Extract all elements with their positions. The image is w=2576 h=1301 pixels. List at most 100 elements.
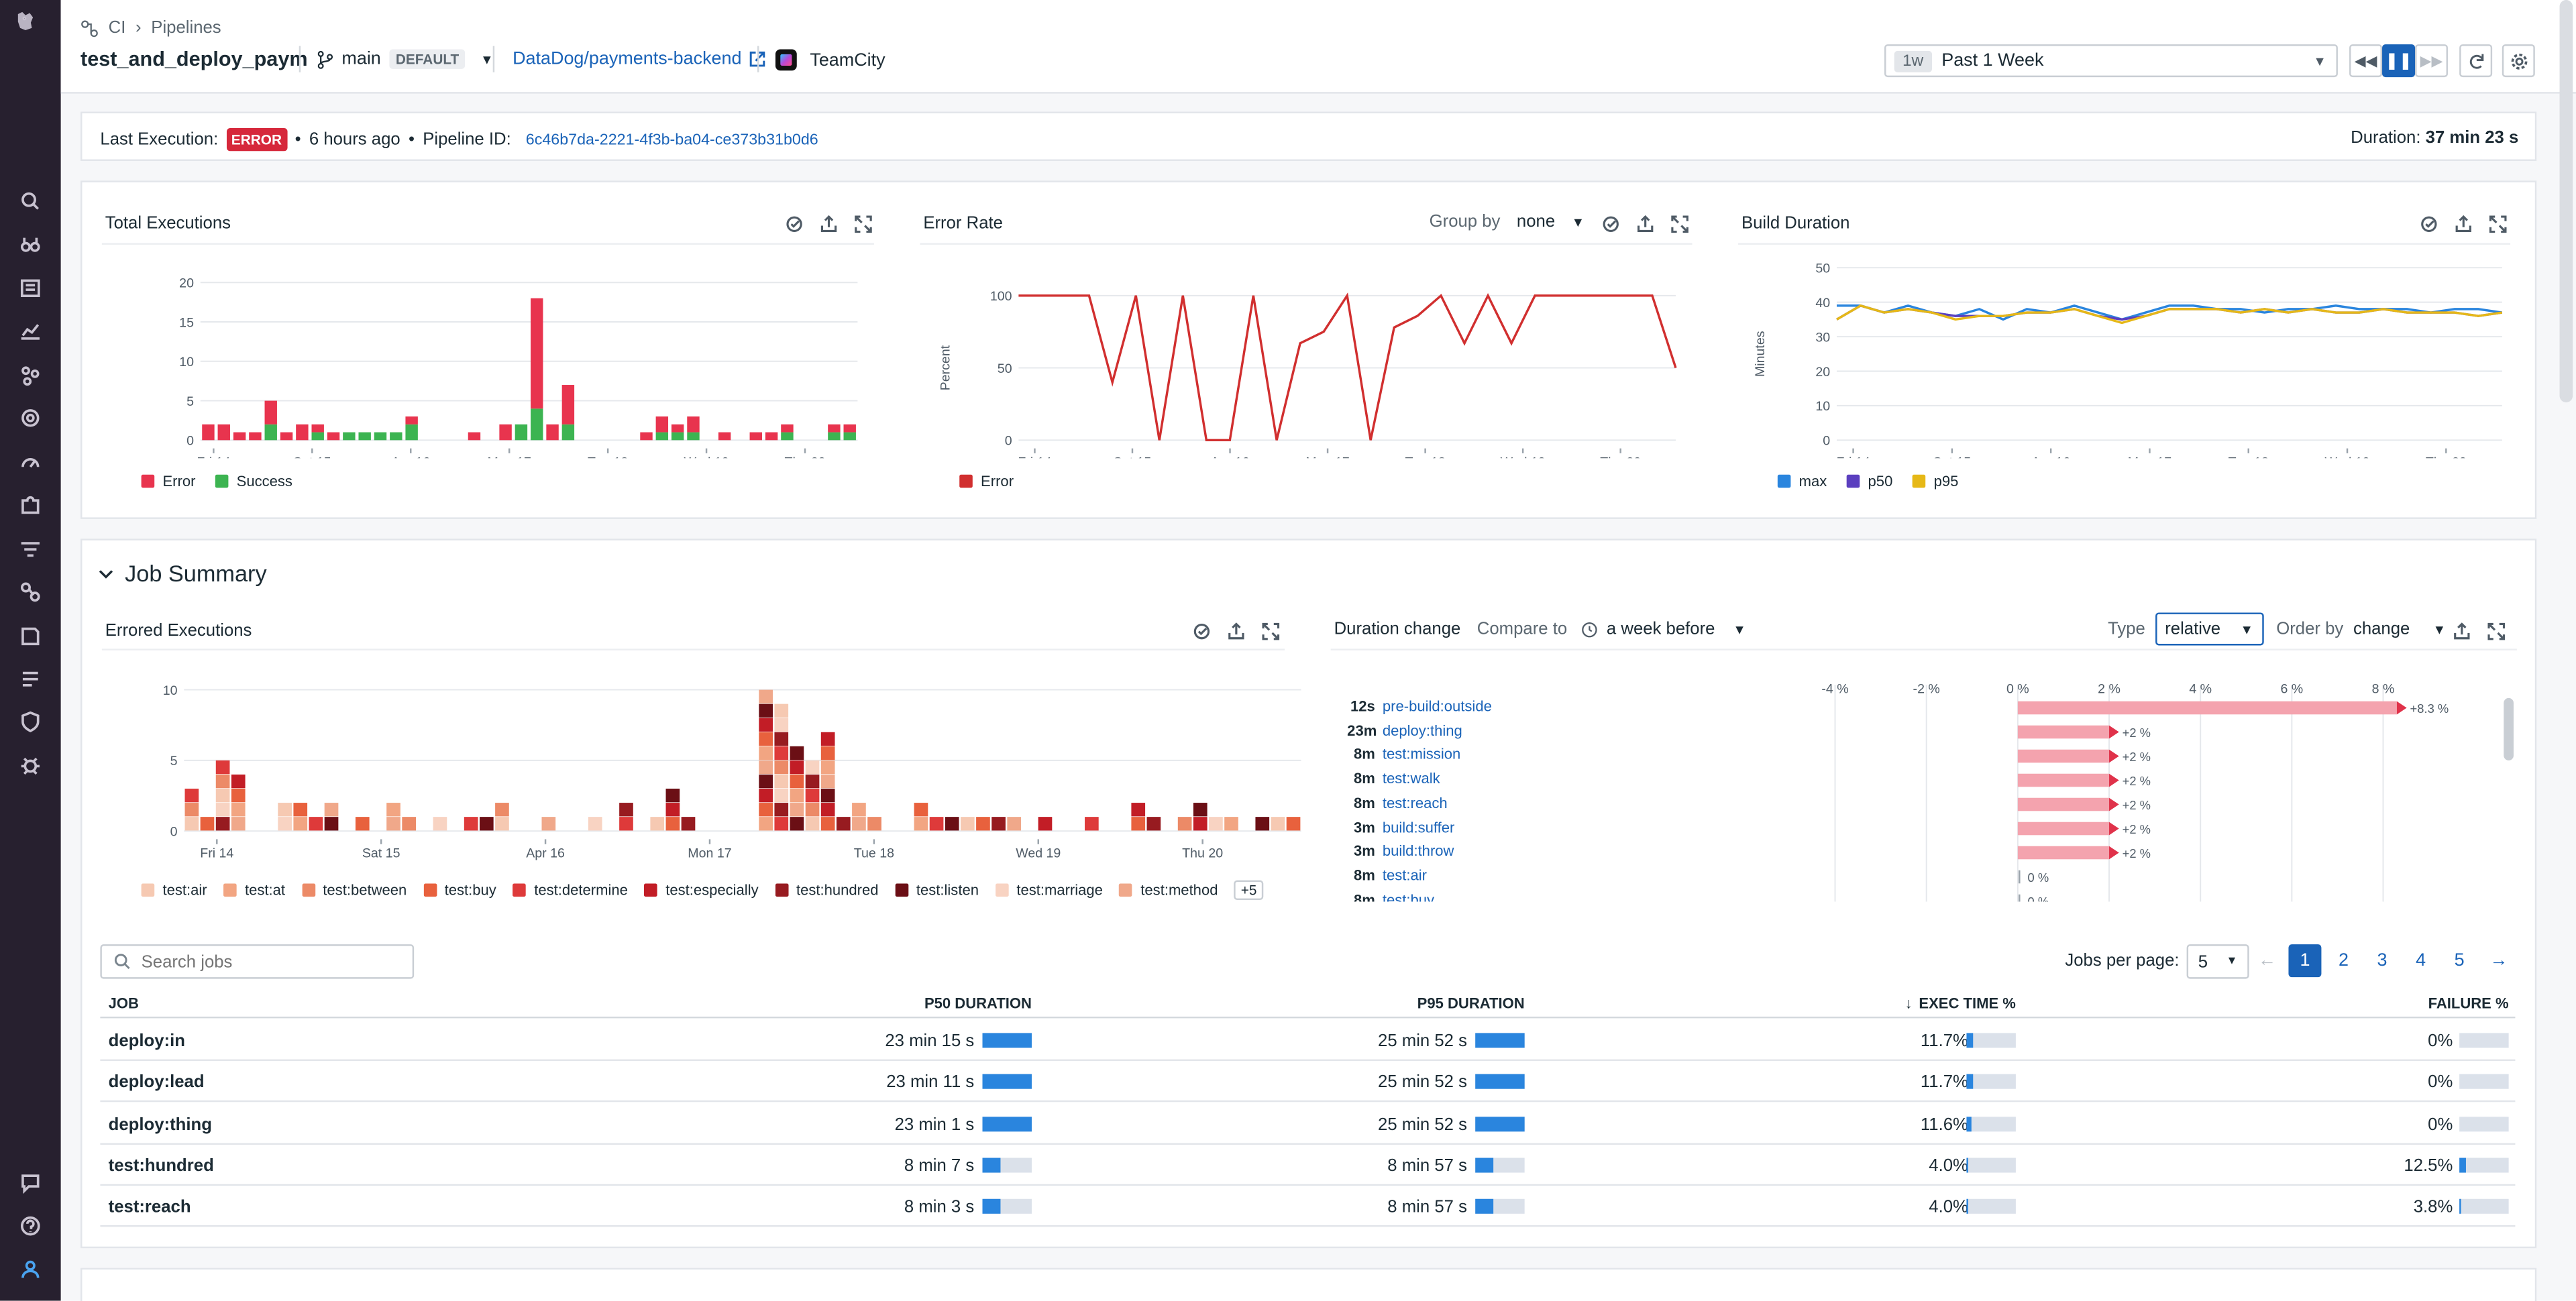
duration-change-row[interactable]: 8m test:walk [1353, 770, 1440, 787]
settings-button[interactable] [2502, 44, 2535, 78]
expand-icon[interactable] [1262, 622, 1280, 640]
export-icon[interactable] [1636, 215, 1654, 233]
link-icon[interactable] [18, 579, 43, 604]
user-icon[interactable] [18, 1256, 43, 1281]
target-icon[interactable] [18, 406, 43, 431]
legend-item-test-air[interactable]: test:air [141, 882, 207, 899]
col-job[interactable]: JOB [108, 995, 139, 1012]
legend-item-test-method[interactable]: test:method [1119, 882, 1218, 899]
legend-item-p50[interactable]: p50 [1846, 473, 1892, 490]
job-name[interactable]: deploy:thing [108, 1114, 212, 1135]
page-button-5[interactable]: 5 [2454, 950, 2465, 971]
pause-button[interactable]: ❚❚ [2382, 44, 2416, 78]
filter-icon[interactable] [18, 537, 43, 562]
dots-icon[interactable] [18, 363, 43, 388]
legend-item-test-hundred[interactable]: test:hundred [775, 882, 879, 899]
search-jobs-field[interactable] [100, 944, 415, 979]
export-icon[interactable] [1227, 622, 1245, 640]
duration-change-row[interactable]: 8m test:mission [1353, 746, 1461, 763]
col-p95[interactable]: P95 DURATION [1417, 995, 1525, 1012]
jobs-per-page-select[interactable]: 5 ▼ [2186, 944, 2249, 979]
legend-item-error[interactable]: Error [959, 473, 1014, 490]
gauge-icon[interactable] [18, 450, 43, 475]
table-row[interactable]: deploy:lead 23 min 11 s 25 min 52 s 11.7% 0% [100, 1062, 2516, 1103]
duration-change-row[interactable]: 8m test:buy [1353, 891, 1435, 902]
duration-change-row[interactable]: 8m test:reach [1353, 794, 1448, 811]
legend-item-test-at[interactable]: test:at [223, 882, 285, 899]
legend-item-max[interactable]: max [1777, 473, 1827, 490]
job-name[interactable]: test:reach [108, 1197, 191, 1218]
type-select[interactable]: relative ▼ [2155, 612, 2263, 646]
binoculars-icon[interactable] [18, 231, 43, 256]
datadog-logo-icon[interactable] [15, 10, 46, 42]
breadcrumb-ci[interactable]: CI [108, 17, 126, 38]
legend-item-test-buy[interactable]: test:buy [423, 882, 496, 899]
pipeline-id-link[interactable]: 6c46b7da-2221-4f3b-ba04-ce373b31b0d6 [525, 130, 818, 149]
monitor-icon[interactable] [1602, 215, 1620, 233]
breadcrumb-pipelines[interactable]: Pipelines [151, 17, 221, 38]
table-row[interactable]: test:reach 8 min 3 s 8 min 57 s 4.0% 3.8% [100, 1186, 2516, 1227]
legend-item-error[interactable]: Error [141, 473, 195, 490]
legend-item-test-between[interactable]: test:between [301, 882, 407, 899]
shield-icon[interactable] [18, 710, 43, 734]
group-by-select[interactable]: none ▼ [1516, 211, 1585, 232]
compare-to-select[interactable]: a week before ▼ [1580, 619, 1746, 639]
col-failure[interactable]: FAILURE % [2428, 995, 2509, 1012]
puzzle-icon[interactable] [18, 493, 43, 518]
duration-change-row[interactable]: 12s pre-build:outside [1350, 697, 1492, 715]
legend-item-test-marriage[interactable]: test:marriage [995, 882, 1103, 899]
page-button-4[interactable]: 4 [2416, 950, 2426, 971]
legend-item-test-listen[interactable]: test:listen [895, 882, 979, 899]
page-button-2[interactable]: 2 [2338, 950, 2349, 971]
search-icon[interactable] [18, 189, 43, 214]
duration-change-row[interactable]: 23m deploy:thing [1347, 722, 1462, 739]
expand-icon[interactable] [854, 215, 872, 233]
legend-item-test-determine[interactable]: test:determine [513, 882, 628, 899]
next-page-button[interactable]: → [2482, 944, 2515, 977]
order-by-select[interactable]: change ▼ [2353, 619, 2447, 639]
duration-change-row[interactable]: 3m build:suffer [1353, 818, 1455, 836]
page-button-3[interactable]: 3 [2377, 950, 2387, 971]
scrollbar[interactable] [2504, 697, 2514, 760]
col-exec[interactable]: ↓ EXEC TIME % [1904, 995, 2016, 1012]
page-button-1[interactable]: 1 [2288, 944, 2322, 978]
duration-change-row[interactable]: 8m test:air [1353, 866, 1428, 884]
export-icon[interactable] [820, 215, 838, 233]
chart-icon[interactable] [18, 319, 43, 343]
list-icon[interactable] [18, 276, 43, 300]
legend-item-test-especially[interactable]: test:especially [644, 882, 759, 899]
chat-icon[interactable] [18, 1171, 43, 1196]
forward-button[interactable]: ▶▶ [2415, 44, 2449, 78]
expand-icon[interactable] [2489, 215, 2507, 233]
refresh-button[interactable] [2459, 44, 2493, 78]
expand-icon[interactable] [2487, 622, 2506, 640]
legend-item-success[interactable]: Success [215, 473, 292, 490]
bug-icon[interactable] [18, 754, 43, 779]
monitor-icon[interactable] [2420, 215, 2438, 233]
expand-icon[interactable] [1671, 215, 1689, 233]
search-input[interactable] [141, 952, 388, 972]
table-row[interactable]: test:hundred 8 min 7 s 8 min 57 s 4.0% 12.5% [100, 1145, 2516, 1186]
help-icon[interactable] [18, 1214, 43, 1239]
monitor-icon[interactable] [786, 215, 804, 233]
duration-change-row[interactable]: 3m build:throw [1353, 842, 1454, 860]
job-name[interactable]: test:hundred [108, 1155, 214, 1176]
repo-link[interactable]: DataDog/payments-backend [513, 49, 742, 69]
export-icon[interactable] [2453, 622, 2471, 640]
job-name[interactable]: deploy:in [108, 1031, 185, 1052]
rewind-button[interactable]: ◀◀ [2349, 44, 2383, 78]
table-row[interactable]: deploy:thing 23 min 1 s 25 min 52 s 11.6% 0% [100, 1103, 2516, 1144]
prev-page-button[interactable]: ← [2251, 944, 2284, 977]
logs-icon[interactable] [18, 667, 43, 691]
book-icon[interactable] [18, 624, 43, 649]
page-scrollbar[interactable] [2559, 0, 2573, 403]
table-row[interactable]: deploy:in 23 min 15 s 25 min 52 s 11.7% 0% [100, 1020, 2516, 1062]
legend-more-button[interactable]: +5 [1234, 880, 1264, 901]
col-p50[interactable]: P50 DURATION [924, 995, 1032, 1012]
time-range-selector[interactable]: 1w Past 1 Week ▼ [1884, 44, 2338, 78]
monitor-icon[interactable] [1193, 622, 1211, 640]
branch-selector[interactable]: main DEFAULT ▼ [317, 49, 494, 69]
legend-item-p95[interactable]: p95 [1912, 473, 1958, 490]
job-summary-toggle[interactable]: Job Summary [97, 560, 267, 586]
export-icon[interactable] [2455, 215, 2473, 233]
